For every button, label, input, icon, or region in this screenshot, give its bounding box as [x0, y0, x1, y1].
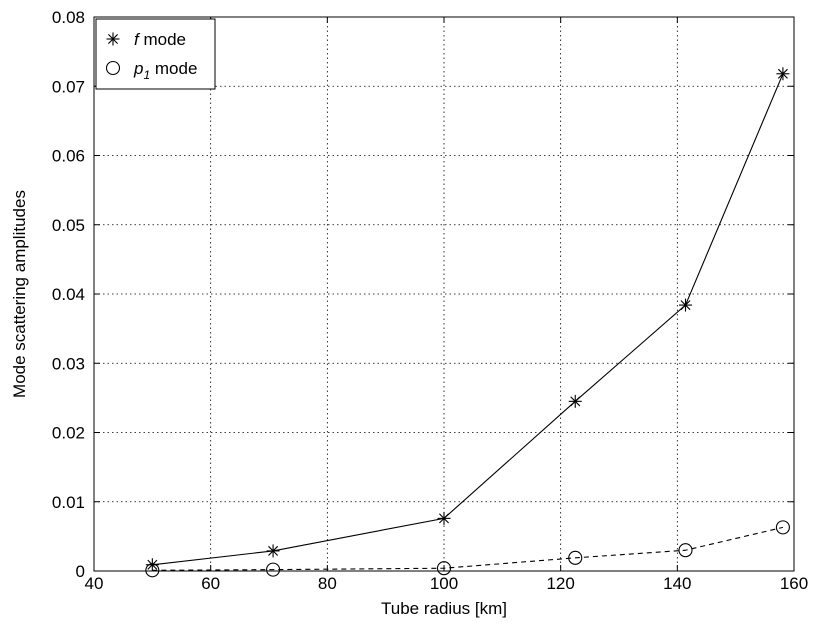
y-axis-label: Mode scattering amplitudes: [10, 190, 29, 398]
x-tick-label: 120: [546, 574, 574, 593]
series-layer: [145, 67, 790, 578]
data-point: [436, 561, 452, 576]
y-tick-label: 0.08: [52, 8, 85, 27]
x-tick-label: 160: [780, 574, 808, 593]
legend-symbol: f: [134, 30, 141, 49]
data-point: [145, 558, 159, 572]
x-tick-label: 40: [85, 574, 104, 593]
legend-suffix: mode: [139, 30, 186, 49]
series-1: [145, 520, 790, 578]
legend-symbol: p: [133, 59, 143, 78]
y-tick-label: 0.04: [52, 285, 85, 304]
data-point: [437, 511, 451, 525]
x-tick-label: 60: [201, 574, 220, 593]
legend-subscript: 1: [143, 68, 150, 82]
x-tick-label: 80: [318, 574, 337, 593]
legend-item: f mode: [106, 30, 186, 49]
data-point: [145, 563, 160, 578]
y-tick-label: 0.06: [52, 147, 85, 166]
y-tick-label: 0.07: [52, 77, 85, 96]
x-axis-label: Tube radius [km]: [381, 599, 507, 618]
x-tick-label: 100: [430, 574, 458, 593]
y-tick-label: 0.01: [52, 493, 85, 512]
y-tick-label: 0.03: [52, 354, 85, 373]
data-point: [775, 520, 790, 535]
data-point: [266, 544, 280, 558]
legend-label: p1 mode: [133, 59, 197, 82]
data-point: [266, 562, 281, 577]
data-point: [776, 67, 790, 81]
axis-ticks: 40 60 80 100 120 140 160 0 0.01 0.02 0.03 0.04 0.05 0…: [52, 8, 808, 593]
legend-marker: [106, 32, 120, 46]
y-tick-label: 0.05: [52, 216, 85, 235]
legend-marker: [105, 60, 121, 76]
legend-box: [95, 18, 216, 90]
legend-label: f mode: [134, 30, 186, 49]
y-tick-label: 0: [76, 562, 85, 581]
data-point: [679, 298, 692, 312]
data-point: [568, 394, 582, 408]
series-line: [152, 526, 784, 571]
series-0: [145, 67, 790, 572]
data-point: [678, 543, 693, 558]
legend-item: p1 mode: [105, 59, 197, 82]
data-point: [568, 550, 583, 565]
series-line: [152, 73, 784, 566]
legend-suffix: mode: [150, 59, 197, 78]
x-tick-label: 140: [663, 574, 691, 593]
y-tick-label: 0.02: [52, 424, 85, 443]
